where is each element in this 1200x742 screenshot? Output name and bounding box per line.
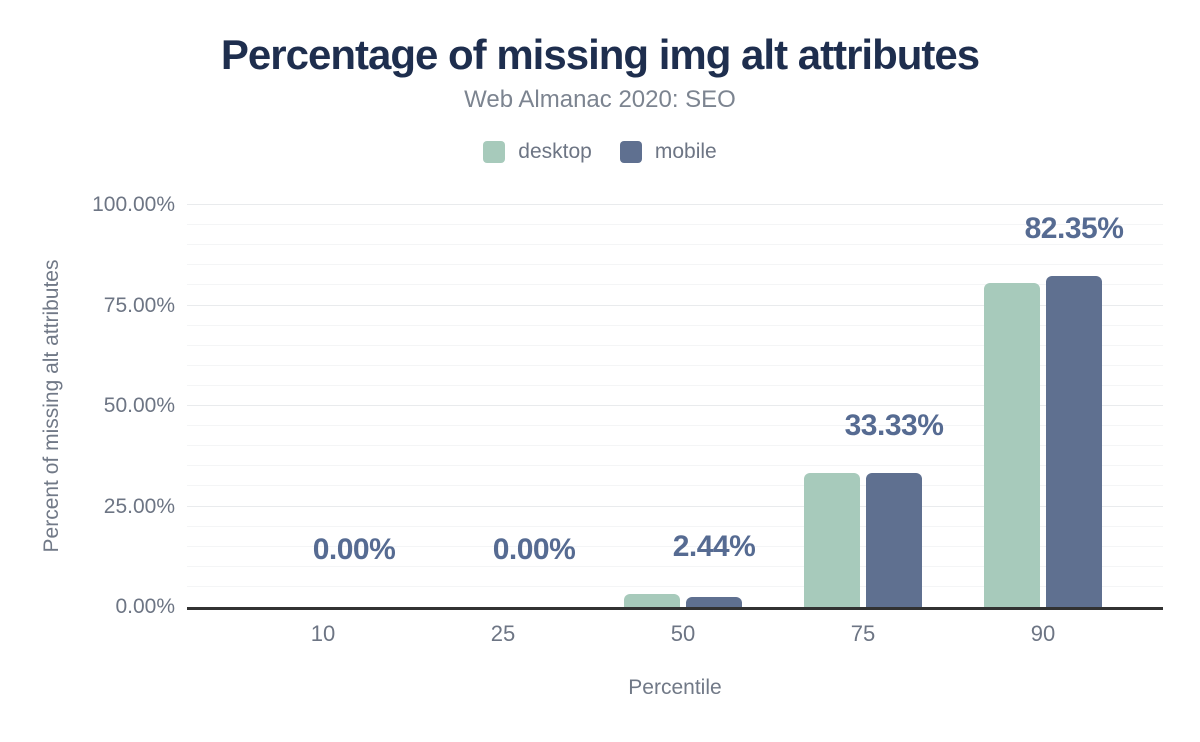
minor-gridline [187, 384, 1163, 386]
y-tick-label: 100.00% [92, 193, 175, 216]
data-label-p25: 0.00% [492, 533, 576, 566]
y-tick-label: 0.00% [115, 595, 175, 618]
legend-item-desktop[interactable]: desktop [483, 140, 592, 164]
y-tick-label: 25.00% [103, 494, 175, 518]
chart-title: Percentage of missing img alt attributes [220, 31, 980, 78]
minor-gridline [187, 465, 1163, 467]
minor-gridline [187, 565, 1163, 567]
bar-desktop-p50[interactable] [624, 594, 680, 607]
x-tick-label-25: 25 [490, 621, 516, 646]
minor-gridline [187, 445, 1163, 447]
minor-gridline [187, 545, 1163, 547]
major-gridline [187, 204, 1163, 205]
minor-gridline [187, 264, 1163, 266]
bar-mobile-p50[interactable] [686, 597, 742, 607]
x-axis-title: Percentile [628, 676, 722, 699]
bar-desktop-p90[interactable] [984, 283, 1040, 607]
minor-gridline [187, 485, 1163, 487]
desktop-swatch-icon [483, 141, 506, 163]
x-tick-label-50: 50 [670, 621, 696, 646]
major-gridline [187, 405, 1163, 406]
major-gridline [187, 505, 1163, 507]
data-label-p50: 2.44% [672, 530, 756, 564]
minor-gridline [187, 324, 1163, 326]
minor-gridline [187, 244, 1163, 246]
minor-gridline [187, 284, 1163, 286]
legend-item-mobile[interactable]: mobile [619, 140, 717, 164]
y-tick-label: 75.00% [103, 293, 175, 317]
legend-label-desktop: desktop [518, 140, 592, 163]
data-label-p90: 82.35% [1024, 211, 1124, 245]
bar-desktop-p75[interactable] [804, 473, 860, 607]
bar-mobile-p90[interactable] [1046, 275, 1102, 607]
legend-label-mobile: mobile [654, 140, 717, 163]
minor-gridline [187, 364, 1163, 366]
minor-gridline [187, 425, 1163, 427]
data-label-p10: 0.00% [312, 533, 396, 566]
legend: desktop mobile [0, 140, 1200, 164]
data-label-p75: 33.33% [844, 409, 944, 443]
mobile-swatch-icon [619, 141, 642, 163]
major-gridline [187, 304, 1163, 306]
chart-subtitle: Web Almanac 2020: SEO [464, 86, 736, 113]
x-tick-label-75: 75 [850, 621, 876, 646]
x-tick-label-90: 90 [1030, 621, 1056, 646]
minor-gridline [187, 525, 1163, 527]
x-tick-label-10: 10 [310, 621, 336, 646]
plot-area: 0.00% 25.00% 50.00% 75.00% 100.00% 0.00% 10 0.0… [92, 193, 1163, 646]
y-axis-title: Percent of missing alt attributes [40, 259, 63, 553]
y-tick-label: 50.00% [103, 394, 175, 417]
minor-gridline [187, 585, 1163, 587]
minor-gridline [187, 224, 1163, 226]
minor-gridline [187, 344, 1163, 346]
bar-mobile-p75[interactable] [866, 473, 922, 607]
